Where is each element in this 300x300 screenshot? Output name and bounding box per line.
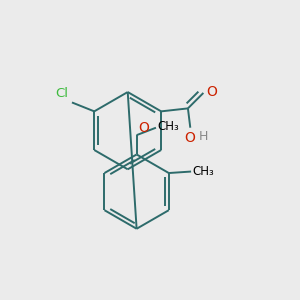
Text: CH₃: CH₃ <box>158 120 179 133</box>
Text: O: O <box>206 85 217 99</box>
Text: O: O <box>138 121 149 134</box>
Text: CH₃: CH₃ <box>193 165 214 178</box>
Text: Cl: Cl <box>56 87 68 100</box>
Text: H: H <box>199 130 208 143</box>
Text: O: O <box>184 131 195 145</box>
